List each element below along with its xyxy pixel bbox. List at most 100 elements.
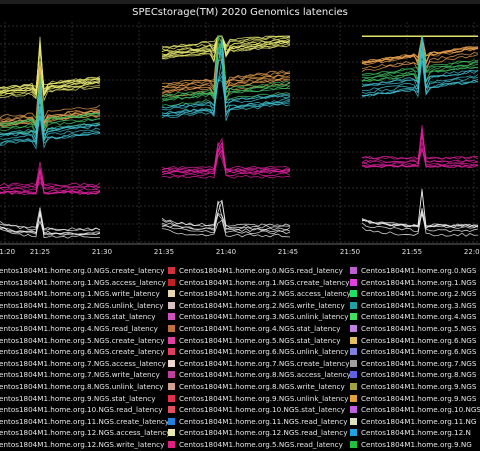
legend-label: Centos1804M1.home.org.0.NGS.read_latency bbox=[179, 266, 343, 275]
series-line-magenta bbox=[0, 181, 101, 192]
series-line-green-mid bbox=[0, 96, 101, 137]
series-line-white-low bbox=[0, 207, 101, 232]
legend-swatch bbox=[168, 325, 175, 332]
legend-label: Centos1804M1.home.org.9.NGS.unlink_laten… bbox=[179, 393, 349, 403]
legend-label: Centos1804M1.home.org.4.NGS.read_latency bbox=[0, 324, 158, 333]
series-line-white-low bbox=[161, 200, 291, 233]
x-tick-label: 21:40 bbox=[216, 248, 236, 256]
x-tick-label: 21:50 bbox=[340, 248, 360, 256]
legend-item: Centos1804M1.home.org.12.NGS.write_laten… bbox=[0, 439, 164, 450]
legend-item: Centos1804M1.home.org.1.NGS.create_laten… bbox=[168, 277, 350, 288]
legend-label: Centos1804M1.home.org.5.NGS.stat_latency bbox=[179, 335, 341, 345]
legend-swatch bbox=[168, 267, 175, 274]
legend-label: Centos1804M1.home.org.5.NGS.create_laten… bbox=[0, 335, 165, 345]
legend-label: Centos1804M1.home.org.8.NGS.write_latenc… bbox=[179, 382, 345, 391]
legend-item: Centos1804M1.home.org.4.NGS bbox=[350, 311, 476, 322]
legend-item: Centos1804M1.home.org.4.NGS.stat_latency bbox=[168, 323, 340, 334]
series-line-cyan-mid bbox=[361, 49, 479, 98]
legend-swatch bbox=[350, 336, 357, 344]
legend-item: Centos1804M1.home.org.1.NGS bbox=[350, 277, 476, 288]
series-line-green-mid bbox=[0, 82, 101, 134]
series-line-green-mid bbox=[161, 43, 291, 100]
legend-label: Centos1804M1.home.org.10.NGS bbox=[361, 405, 480, 415]
legend-swatch bbox=[168, 290, 175, 298]
series-line-yellow-upper bbox=[161, 35, 290, 49]
legend-item: Centos1804M1.home.org.3.NGS.stat_latency bbox=[0, 311, 155, 322]
series-line-yellow-upper bbox=[0, 67, 101, 97]
legend-item: Centos1804M1.home.org.9.NGS.unlink_laten… bbox=[168, 393, 349, 404]
latency-chart: 21:20 21:25 21:30 21:35 21:40 21:45 21:50 21:55… bbox=[0, 22, 480, 256]
legend-swatch bbox=[168, 417, 175, 425]
legend-swatch bbox=[350, 441, 357, 448]
series-line-white-low bbox=[361, 208, 479, 228]
legend-item: Centos1804M1.home.org.2.NGS.unlink_laten… bbox=[0, 300, 164, 311]
legend-item: Centos1804M1.home.org.6.NGS bbox=[350, 335, 476, 346]
legend-swatch bbox=[350, 371, 357, 379]
series-line-yellow-upper bbox=[0, 61, 101, 102]
legend-item: Centos1804M1.home.org.8.NGS.access_laten… bbox=[168, 369, 351, 380]
legend-label: Centos1804M1.home.org.7.NGS.write_latenc… bbox=[0, 370, 160, 380]
series-line-white-low bbox=[161, 213, 291, 235]
legend-item: Centos1804M1.home.org.1.NGS.write_latenc… bbox=[0, 288, 160, 299]
legend-item: Centos1804M1.home.org.2.NGS bbox=[350, 288, 476, 299]
legend-swatch bbox=[350, 301, 357, 309]
series-line-yellow-upper bbox=[0, 36, 101, 97]
series-line-green-mid bbox=[361, 36, 479, 79]
legend-label: Centos1804M1.home.org.1.NGS.write_latenc… bbox=[0, 289, 160, 299]
legend-swatch bbox=[350, 348, 357, 356]
legend-item: Centos1804M1.home.org.10.NGS.read_latenc… bbox=[0, 404, 162, 415]
x-tick-label: 21:55 bbox=[402, 248, 422, 256]
series-line-white-low bbox=[161, 212, 291, 229]
series-line-magenta bbox=[0, 169, 101, 189]
legend-item: Centos1804M1.home.org.7.NGS.write_latenc… bbox=[0, 369, 160, 380]
legend-item: Centos1804M1.home.org.6.NGS.create_laten… bbox=[0, 346, 165, 357]
legend-swatch bbox=[350, 406, 357, 414]
series-line-yellow-upper bbox=[0, 70, 101, 99]
series-line-white-low bbox=[161, 219, 291, 238]
series-line-magenta bbox=[361, 141, 479, 169]
x-tick-label: 21:45 bbox=[278, 248, 298, 256]
legend-item: Centos1804M1.home.org.12.N bbox=[350, 427, 471, 438]
legend-label: Centos1804M1.home.org.5.NGS bbox=[361, 324, 477, 333]
legend-item: Centos1804M1.home.org.0.NGS.create_laten… bbox=[0, 265, 165, 276]
legend-swatch bbox=[350, 359, 357, 367]
legend-swatch bbox=[168, 406, 175, 414]
legend-label: Centos1804M1.home.org.8.NGS bbox=[361, 370, 477, 380]
x-tick-label: 21:20 bbox=[0, 248, 15, 256]
legend-label: Centos1804M1.home.org.6.NGS.unlink_laten… bbox=[179, 347, 349, 357]
series-line-cyan-mid bbox=[0, 86, 101, 145]
series-line-yellow-upper bbox=[161, 35, 291, 62]
legend-label: Centos1804M1.home.org.9.NGS bbox=[361, 393, 477, 403]
series-line-white-low bbox=[0, 219, 101, 236]
legend-label: Centos1804M1.home.org.6.NGS.create_laten… bbox=[0, 347, 165, 357]
legend-swatch bbox=[168, 371, 175, 379]
legend-label: Centos1804M1.home.org.11.NGS.read_latenc… bbox=[179, 416, 348, 426]
series-line-cyan-mid bbox=[0, 115, 101, 144]
legend-item: Centos1804M1.home.org.9.NGS bbox=[350, 393, 476, 404]
legend-label: Centos1804M1.home.org.5.NGS.read_latency bbox=[179, 440, 343, 449]
legend-label: Centos1804M1.home.org.1.NGS.access_laten… bbox=[0, 277, 166, 287]
legend-item: Centos1804M1.home.org.9.NGS bbox=[350, 381, 476, 392]
legend-label: Centos1804M1.home.org.3.NGS bbox=[361, 300, 477, 310]
legend-item: Centos1804M1.home.org.4.NGS.read_latency bbox=[0, 323, 158, 334]
legend-label: Centos1804M1.home.org.2.NGS.write_latenc… bbox=[179, 300, 345, 310]
series-line-yellow-upper bbox=[161, 35, 290, 49]
legend-swatch bbox=[168, 313, 175, 321]
legend-label: Centos1804M1.home.org.6.NGS bbox=[361, 347, 477, 357]
legend-item: Centos1804M1.home.org.5.NGS bbox=[350, 323, 476, 334]
legend-swatch bbox=[350, 383, 357, 390]
legend-swatch bbox=[350, 417, 357, 425]
legend-item: Centos1804M1.home.org.12.NGS.read_latenc… bbox=[168, 427, 347, 438]
series-line-white-low bbox=[161, 199, 291, 227]
series-line-orange-mid bbox=[0, 65, 101, 121]
legend-item: Centos1804M1.home.org.11.NGS.read_latenc… bbox=[168, 416, 347, 427]
legend-item: Centos1804M1.home.org.6.NGS bbox=[350, 346, 476, 357]
legend-item: Centos1804M1.home.org.11.NG bbox=[350, 416, 476, 427]
legend-label: Centos1804M1.home.org.7.NGS bbox=[361, 358, 477, 368]
x-tick-label: 21:35 bbox=[154, 248, 174, 256]
legend-swatch bbox=[168, 429, 175, 437]
series-line-white-low bbox=[0, 210, 101, 239]
series-line-magenta bbox=[161, 142, 291, 170]
legend-label: Centos1804M1.home.org.4.NGS bbox=[361, 312, 477, 322]
